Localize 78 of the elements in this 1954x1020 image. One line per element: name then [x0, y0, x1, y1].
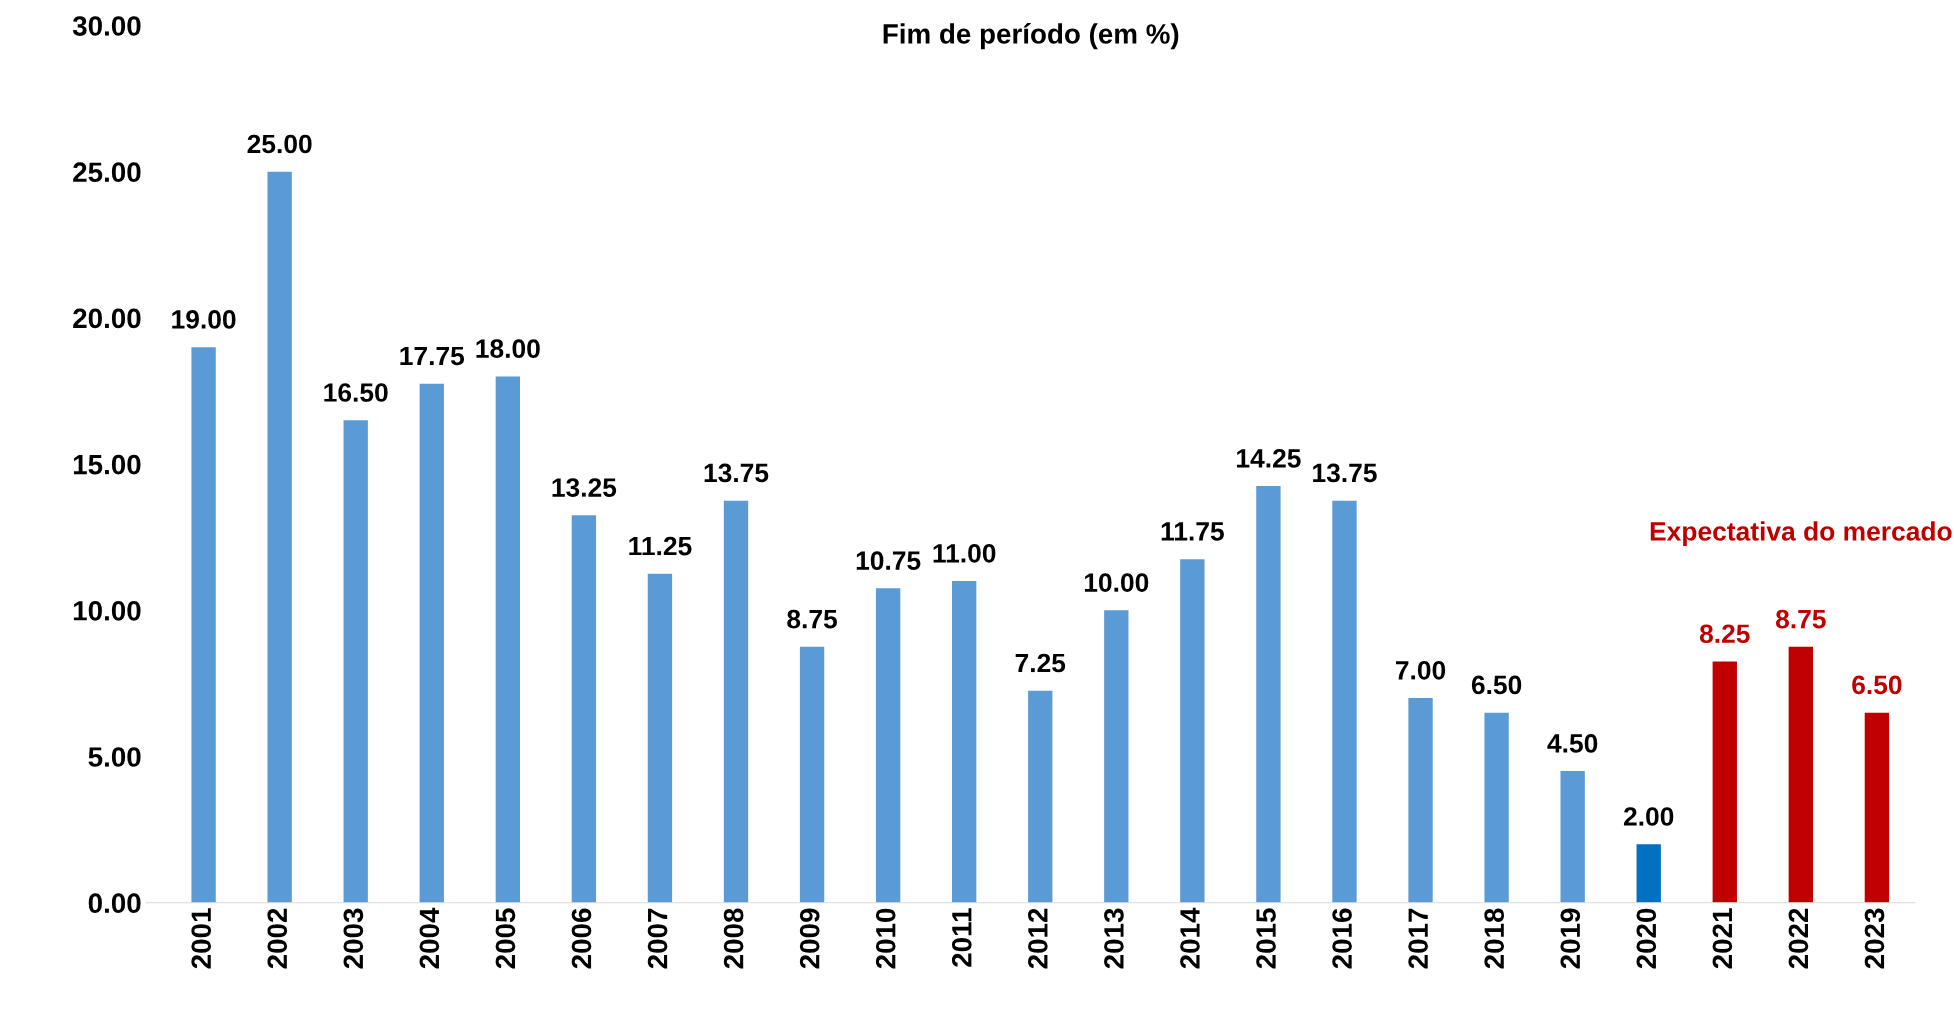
x-tick-label: 2017 [1408, 908, 1428, 969]
bar [1788, 646, 1813, 903]
text: 19.00 [172, 310, 236, 329]
x-tick-label: 2004 [419, 907, 440, 969]
text: 7.25 [1015, 653, 1066, 673]
bar [191, 347, 216, 903]
x-tick-label: 2001 [191, 908, 212, 969]
text: 8.75 [1775, 609, 1826, 629]
y-tick-label: 0.00 [88, 893, 141, 914]
x-tick-label: 2003 [343, 908, 364, 969]
x-tick-label: 2014 [1180, 907, 1200, 969]
x-tick-label: 2018 [1484, 908, 1505, 969]
x-tick-label: 2009 [799, 908, 820, 969]
bar [1104, 610, 1129, 903]
bar [419, 383, 444, 903]
x-tick-label: 2022 [1788, 908, 1809, 969]
bar [1256, 486, 1281, 903]
text: 18.00 [476, 339, 540, 359]
x-tick-label: 2021 [1712, 908, 1733, 969]
bar [1332, 500, 1357, 903]
text: 11.00 [933, 544, 996, 563]
x-tick-label: 2011 [951, 908, 972, 967]
bar [1560, 771, 1585, 903]
text: 10.75 [856, 551, 921, 570]
annotation: Expectativa do mercado [1650, 521, 1952, 546]
bar [799, 646, 825, 903]
bar [1864, 712, 1890, 903]
y-tick-label: 25.00 [73, 162, 141, 183]
y-tick-label: 10.00 [73, 600, 141, 621]
bar [647, 573, 673, 903]
bar [1712, 661, 1737, 903]
bar [343, 420, 368, 903]
x-tick-label: 2015 [1256, 908, 1276, 969]
bar [1484, 712, 1509, 903]
text: 16.50 [324, 383, 388, 402]
text: 11.25 [629, 536, 692, 556]
text: 4.50 [1547, 734, 1598, 753]
x-tick-label: 2012 [1028, 908, 1048, 969]
x-tick-label: 2016 [1332, 908, 1352, 969]
y-tick-label: 15.00 [73, 454, 141, 475]
text: 7.00 [1395, 660, 1446, 680]
x-tick-label: 2023 [1864, 908, 1885, 969]
bar [1180, 559, 1205, 903]
x-tick-label: 2019 [1560, 908, 1581, 969]
y-tick-label: 20.00 [73, 308, 141, 329]
text: 6.50 [1852, 675, 1902, 695]
bar [1028, 690, 1053, 903]
text: 25.00 [247, 134, 312, 154]
bar [1408, 698, 1433, 903]
text: 10.00 [1084, 573, 1149, 592]
bar [875, 588, 901, 903]
x-tick-label: 2006 [571, 908, 592, 969]
text: 13.75 [704, 463, 769, 483]
text: 11.75 [1161, 522, 1224, 541]
bar [571, 515, 597, 903]
text: 2.00 [1623, 807, 1674, 826]
bar [723, 500, 749, 903]
text: 14.25 [1237, 448, 1301, 468]
bar [267, 171, 292, 903]
text: 13.25 [552, 478, 617, 497]
text: 6.50 [1471, 675, 1522, 695]
x-tick-label: 2010 [875, 908, 896, 969]
bar [495, 376, 520, 903]
y-tick-label: 5.00 [88, 747, 141, 767]
x-tick-label: 2007 [647, 908, 668, 969]
x-tick-label: 2008 [723, 908, 744, 969]
text: 17.75 [400, 346, 465, 366]
x-tick-label: 2005 [495, 908, 516, 969]
x-tick-label: 2013 [1104, 908, 1124, 969]
x-tick-label: 2002 [267, 908, 288, 969]
bar [1636, 844, 1661, 903]
x-tick-label: 2020 [1636, 908, 1657, 969]
text: 8.75 [787, 609, 838, 629]
y-tick-label: 30.00 [72, 16, 141, 36]
text: 13.75 [1313, 463, 1377, 483]
chart-title: Fim de período (em %) [883, 23, 1179, 50]
bar [952, 581, 977, 903]
text: 8.25 [1699, 624, 1750, 644]
